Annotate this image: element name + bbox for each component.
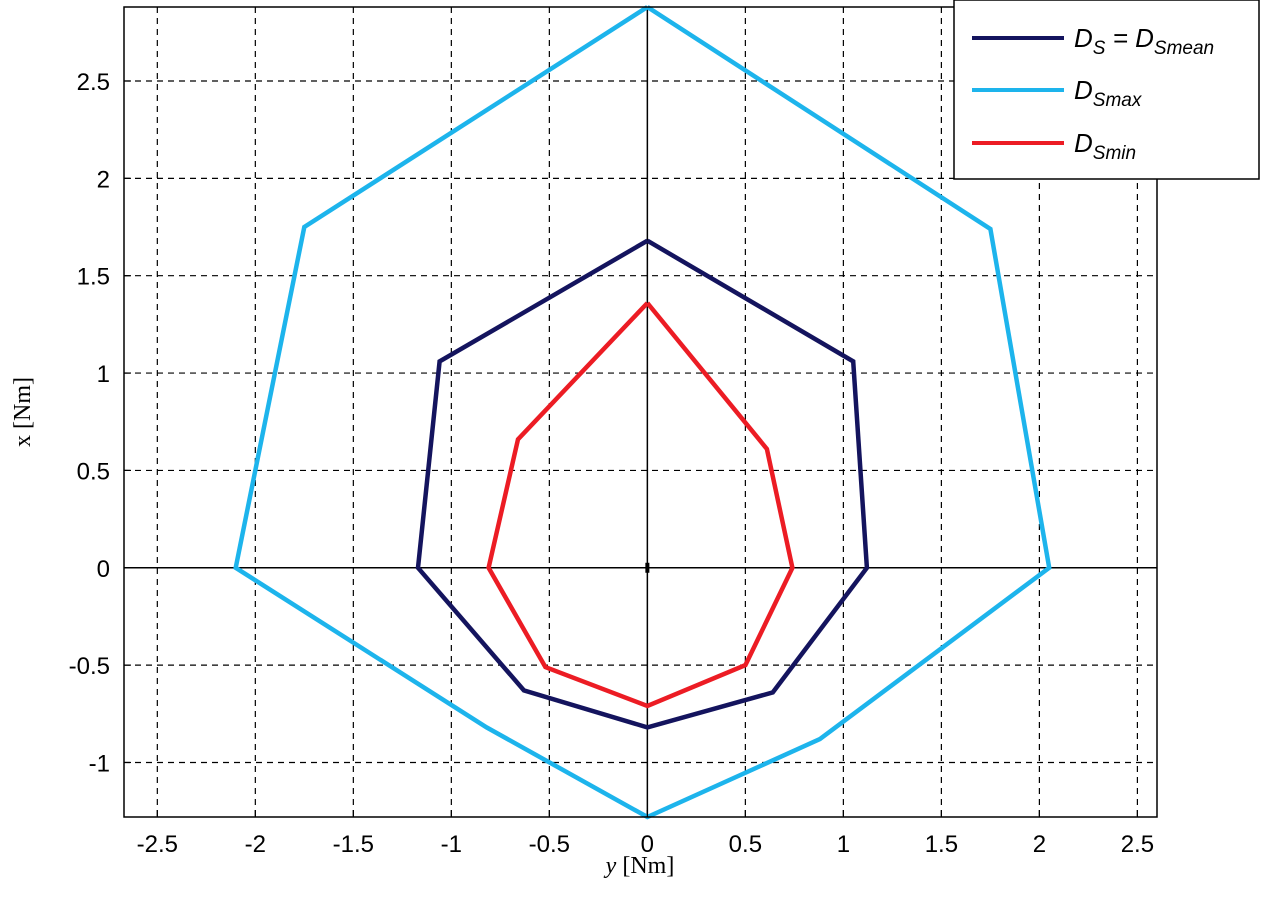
x-tick-label: 2 xyxy=(1033,831,1046,858)
y-tick-label: 2 xyxy=(97,166,110,193)
x-axis-unit: [Nm] xyxy=(616,853,674,879)
x-tick-label: 0 xyxy=(641,831,654,858)
x-tick-label: -1 xyxy=(441,831,462,858)
y-tick-label: -1 xyxy=(89,750,110,777)
zero-axes xyxy=(124,7,1157,817)
x-tick-label: 1 xyxy=(837,831,850,858)
x-tick-label: 0.5 xyxy=(729,831,762,858)
y-tick-label: 0.5 xyxy=(77,458,110,485)
y-tick-label: 1.5 xyxy=(77,264,110,291)
origin-marker xyxy=(645,562,650,573)
legend-label-smax: DSmax xyxy=(1074,75,1143,111)
series-line-smin xyxy=(486,301,795,709)
x-tick-label: -1.5 xyxy=(333,831,374,858)
y-tick-label: 1 xyxy=(97,361,110,388)
tick-labels: -2.5 -2 -1.5 -1 -0.5 0 0.5 1 1.5 2 2.5 -1 -0.5 0 0.5 1 1… xyxy=(69,69,1154,858)
x-tick-label: 1.5 xyxy=(925,831,958,858)
y-tick-label: -0.5 xyxy=(69,653,110,680)
x-tick-label: -2 xyxy=(245,831,266,858)
legend-label-smin: DSmin xyxy=(1074,128,1136,164)
x-tick-label: -0.5 xyxy=(529,831,570,858)
x-tick-label: 2.5 xyxy=(1121,831,1154,858)
series-line-smean xyxy=(415,238,870,730)
legend: DS = DSmean DSmax DSmin xyxy=(953,0,1260,180)
y-axis-label: x [Nm] xyxy=(10,377,36,447)
x-axis-var: y xyxy=(604,853,617,879)
x-tick-label: -2.5 xyxy=(137,831,178,858)
plot-frame xyxy=(123,6,1158,818)
x-axis-label: y [Nm] xyxy=(604,853,675,879)
y-tick-label: 0 xyxy=(97,556,110,583)
y-tick-label: 2.5 xyxy=(77,69,110,96)
ticks xyxy=(124,80,1138,817)
legend-label-smean: DS = DSmean xyxy=(1074,23,1214,59)
